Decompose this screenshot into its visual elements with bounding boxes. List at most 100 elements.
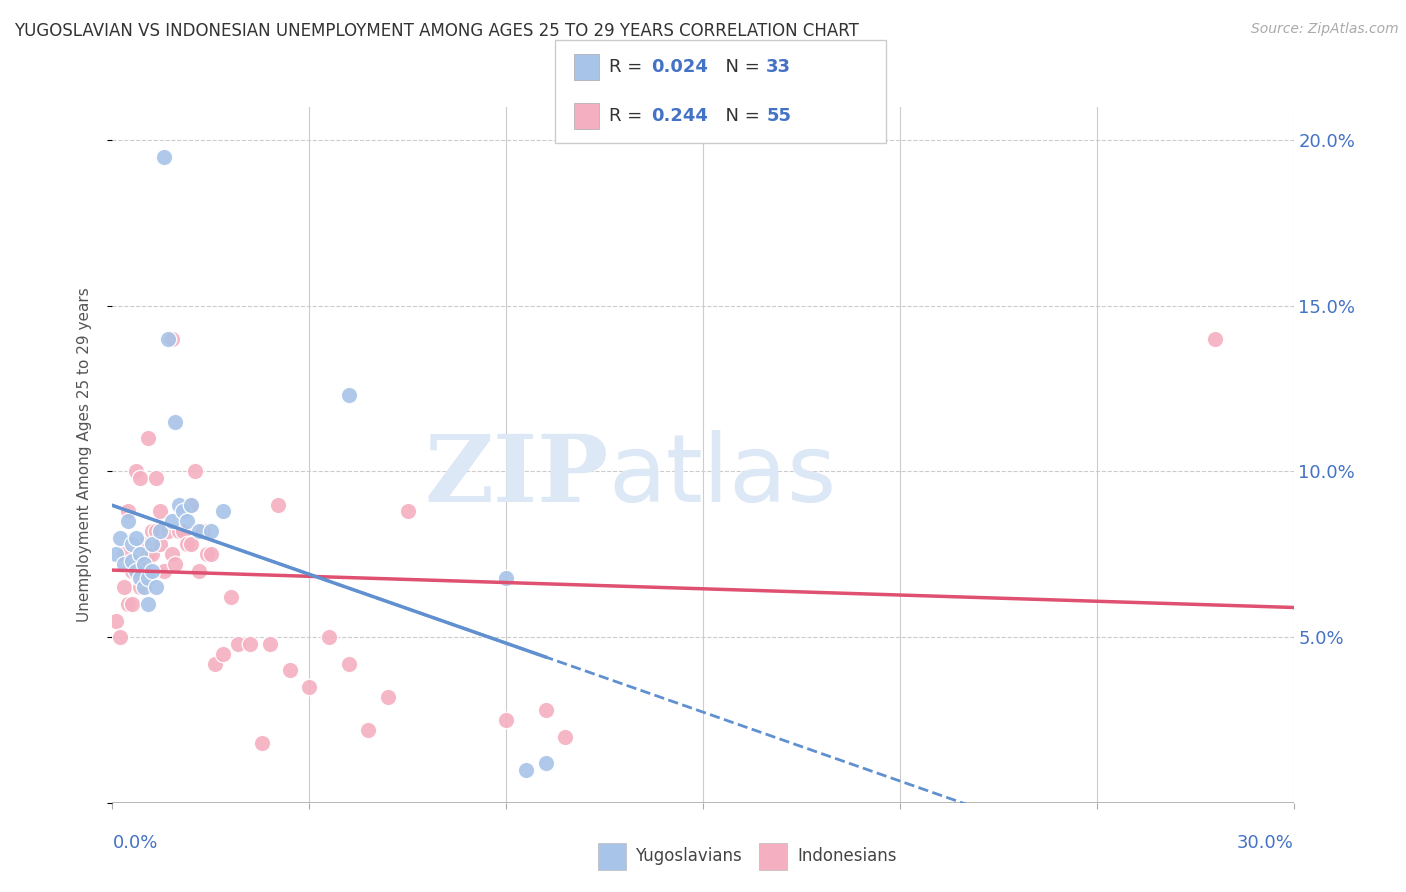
Point bbox=[188, 524, 211, 538]
Point bbox=[132, 558, 155, 572]
Point bbox=[172, 524, 194, 538]
Point bbox=[149, 504, 172, 518]
Point bbox=[250, 736, 273, 750]
Point bbox=[149, 524, 172, 538]
Point bbox=[200, 547, 222, 561]
Text: 0.244: 0.244 bbox=[651, 107, 707, 125]
Text: YUGOSLAVIAN VS INDONESIAN UNEMPLOYMENT AMONG AGES 25 TO 29 YEARS CORRELATION CHA: YUGOSLAVIAN VS INDONESIAN UNEMPLOYMENT A… bbox=[14, 22, 859, 40]
Text: N =: N = bbox=[714, 107, 766, 125]
Text: 0.024: 0.024 bbox=[651, 58, 707, 76]
Point bbox=[534, 756, 557, 770]
Point bbox=[278, 663, 301, 677]
Point bbox=[169, 524, 191, 538]
Point bbox=[141, 537, 163, 551]
Point bbox=[117, 504, 139, 518]
Point bbox=[191, 524, 214, 538]
Point bbox=[145, 471, 167, 485]
Point bbox=[169, 498, 191, 512]
Point bbox=[132, 537, 155, 551]
Point bbox=[211, 504, 233, 518]
Point bbox=[129, 570, 152, 584]
Point bbox=[337, 657, 360, 671]
Point bbox=[129, 471, 152, 485]
Point bbox=[204, 657, 226, 671]
Point bbox=[145, 524, 167, 538]
Point bbox=[176, 537, 198, 551]
Text: Source: ZipAtlas.com: Source: ZipAtlas.com bbox=[1251, 22, 1399, 37]
Point bbox=[136, 431, 159, 445]
Point bbox=[219, 591, 242, 605]
Point bbox=[180, 498, 202, 512]
Point bbox=[195, 547, 218, 561]
Point bbox=[152, 150, 174, 164]
Point bbox=[141, 564, 163, 578]
Text: 30.0%: 30.0% bbox=[1237, 834, 1294, 852]
Point bbox=[105, 547, 128, 561]
Point bbox=[112, 547, 135, 561]
Point bbox=[152, 564, 174, 578]
Point bbox=[515, 763, 537, 777]
Point bbox=[377, 690, 399, 704]
Point bbox=[149, 537, 172, 551]
Point bbox=[1204, 332, 1226, 346]
Point bbox=[145, 581, 167, 595]
Point bbox=[184, 465, 207, 479]
Point bbox=[554, 730, 576, 744]
Point bbox=[112, 558, 135, 572]
Point bbox=[136, 570, 159, 584]
Point bbox=[121, 537, 143, 551]
Text: 33: 33 bbox=[766, 58, 792, 76]
Point bbox=[141, 524, 163, 538]
Point bbox=[110, 630, 132, 644]
Point bbox=[125, 465, 148, 479]
Text: Yugoslavians: Yugoslavians bbox=[636, 847, 742, 865]
Point bbox=[211, 647, 233, 661]
Point bbox=[129, 547, 152, 561]
Point bbox=[318, 630, 340, 644]
Point bbox=[228, 637, 250, 651]
Point bbox=[259, 637, 281, 651]
Text: ZIP: ZIP bbox=[425, 431, 609, 521]
Point bbox=[121, 597, 143, 611]
Point bbox=[121, 564, 143, 578]
Point bbox=[534, 703, 557, 717]
Text: 0.0%: 0.0% bbox=[112, 834, 157, 852]
Point bbox=[165, 415, 187, 429]
Point bbox=[105, 614, 128, 628]
Point bbox=[136, 597, 159, 611]
Point bbox=[125, 564, 148, 578]
Point bbox=[117, 514, 139, 528]
Point bbox=[188, 564, 211, 578]
Point bbox=[267, 498, 290, 512]
Point bbox=[160, 514, 183, 528]
Point bbox=[176, 514, 198, 528]
Text: atlas: atlas bbox=[609, 430, 837, 522]
Point bbox=[165, 558, 187, 572]
Point bbox=[136, 547, 159, 561]
Point bbox=[396, 504, 419, 518]
Point bbox=[110, 531, 132, 545]
Point bbox=[129, 581, 152, 595]
Point bbox=[180, 537, 202, 551]
Point bbox=[160, 547, 183, 561]
Text: N =: N = bbox=[714, 58, 766, 76]
Point bbox=[298, 680, 321, 694]
Point bbox=[121, 554, 143, 568]
Point bbox=[495, 570, 517, 584]
Point bbox=[239, 637, 262, 651]
Point bbox=[172, 504, 194, 518]
Text: 55: 55 bbox=[766, 107, 792, 125]
Point bbox=[132, 558, 155, 572]
Point bbox=[132, 581, 155, 595]
Point bbox=[495, 713, 517, 727]
Point bbox=[156, 332, 179, 346]
Point bbox=[125, 531, 148, 545]
Point bbox=[357, 723, 380, 737]
Point bbox=[180, 498, 202, 512]
Text: Indonesians: Indonesians bbox=[797, 847, 897, 865]
Point bbox=[156, 524, 179, 538]
Point bbox=[160, 332, 183, 346]
Y-axis label: Unemployment Among Ages 25 to 29 years: Unemployment Among Ages 25 to 29 years bbox=[77, 287, 91, 623]
Point bbox=[117, 597, 139, 611]
Point bbox=[112, 581, 135, 595]
